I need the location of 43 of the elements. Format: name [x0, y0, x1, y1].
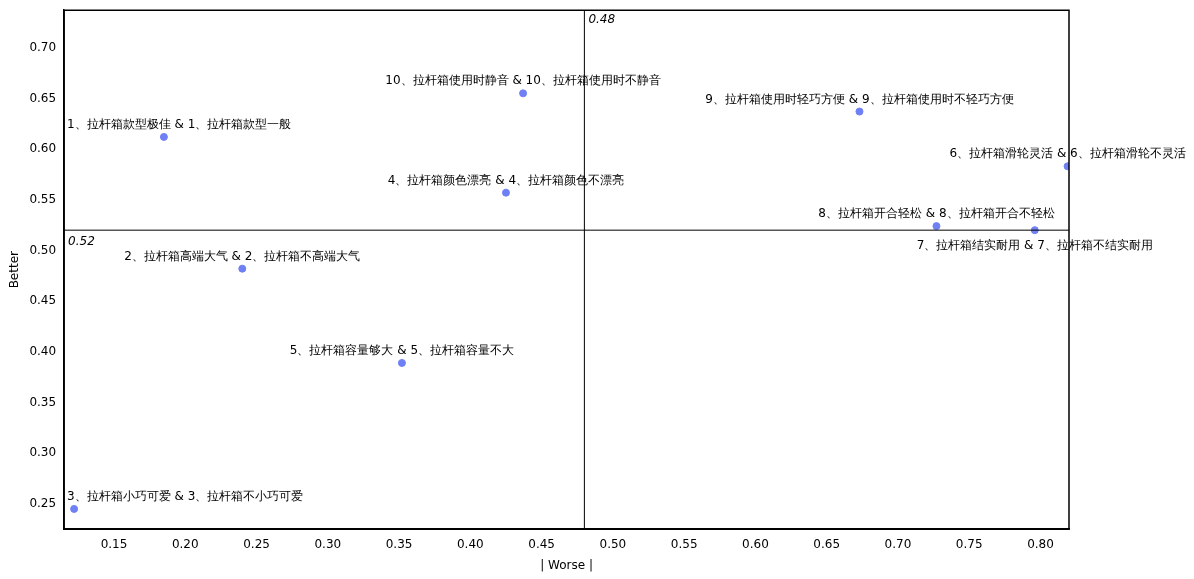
point	[159, 132, 168, 141]
y-tick-label: 0.40	[29, 343, 57, 358]
point	[501, 188, 510, 197]
x-tick-label: 0.20	[171, 536, 199, 551]
series-label: 3、拉杆箱小巧可爱 & 3、拉杆箱不小巧可爱	[67, 488, 304, 503]
series-label: 8、拉杆箱开合轻松 & 8、拉杆箱开合不轻松	[818, 206, 1055, 221]
series-label: 9、拉杆箱使用时轻巧方便 & 9、拉杆箱使用时不轻巧方便	[705, 91, 1014, 106]
x-tick-label: 0.45	[528, 536, 555, 551]
x-tick-label: 0.40	[456, 536, 484, 551]
y-tick-label: 0.50	[29, 242, 57, 257]
x-tick-label: 0.80	[1027, 536, 1054, 551]
x-tick-label: 0.70	[884, 536, 912, 551]
x-tick-label: 0.65	[813, 536, 841, 551]
y-axis-title: Better	[7, 250, 22, 289]
series-label: 2、拉杆箱高端大气 & 2、拉杆箱不高端大气	[124, 248, 361, 263]
x-tick-label: 0.15	[100, 536, 128, 551]
y-tick-label: 0.65	[29, 90, 57, 105]
x-tick-label: 0.35	[385, 536, 413, 551]
x-tick-label: 0.60	[742, 536, 769, 551]
x-tick-label: 0.30	[314, 536, 342, 551]
y-tick-label: 0.60	[29, 141, 57, 156]
point	[70, 504, 79, 513]
y-tick-label: 0.70	[29, 39, 57, 54]
series-label: 6、拉杆箱滑轮灵活 & 6、拉杆箱滑轮不灵活	[949, 146, 1186, 161]
series-label: 1、拉杆箱款型极佳 & 1、拉杆箱款型一般	[67, 116, 292, 131]
point	[855, 107, 864, 116]
y-tick-label: 0.45	[29, 293, 57, 308]
y-tick-label: 0.55	[29, 191, 57, 206]
x-tick-label: 0.55	[670, 536, 698, 551]
ref-line-label: 0.52	[68, 234, 95, 249]
point	[519, 89, 528, 98]
point	[932, 222, 941, 231]
ref-line-label: 0.48	[588, 12, 616, 27]
x-axis-title: | Worse |	[540, 557, 593, 572]
x-tick-label: 0.25	[243, 536, 270, 551]
x-tick-label: 0.50	[599, 536, 627, 551]
y-tick-label: 0.30	[29, 445, 57, 460]
y-tick-label: 0.35	[29, 394, 57, 409]
y-tick-label: 0.25	[29, 495, 57, 510]
point	[397, 358, 406, 367]
point	[238, 264, 247, 273]
series-label: 5、拉杆箱容量够大 & 5、拉杆箱容量不大	[289, 342, 515, 357]
x-tick-label: 0.75	[955, 536, 983, 551]
